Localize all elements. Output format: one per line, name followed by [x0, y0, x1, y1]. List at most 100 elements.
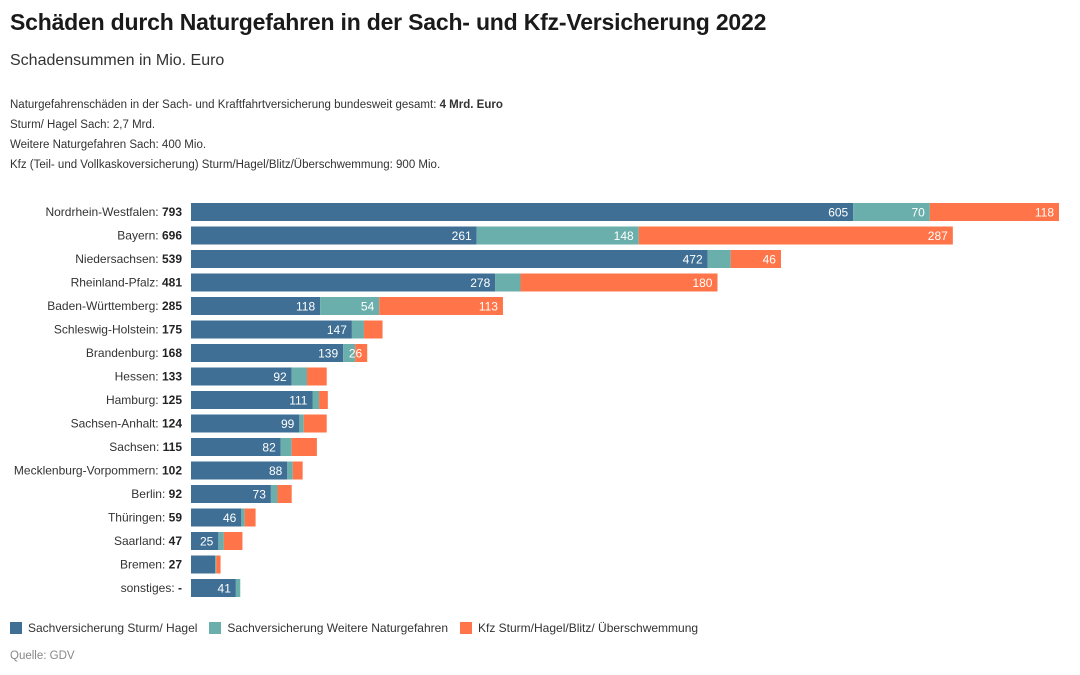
bar-segment — [495, 273, 521, 292]
row-label: Bremen: 27 — [120, 558, 182, 572]
data-label: 111 — [289, 394, 308, 408]
bar-segment — [730, 250, 781, 268]
row-label: Bayern: 696 — [117, 229, 182, 243]
data-label: 139 — [318, 347, 338, 361]
note-total-text: Naturgefahrenschäden in der Sach- und Kr… — [10, 99, 440, 111]
bar-segment — [270, 485, 278, 503]
bar-segment — [191, 414, 300, 433]
data-label: 148 — [614, 229, 634, 243]
bar-segment — [929, 203, 1059, 221]
bar-segment — [191, 508, 242, 527]
legend-item-weitere: Sachversicherung Weitere Naturgefahren — [209, 621, 448, 635]
data-label: 605 — [828, 206, 848, 220]
row-label: Sachsen: 115 — [109, 440, 182, 454]
legend-swatch — [460, 622, 472, 634]
bar-segment — [476, 226, 639, 245]
bar-segment — [299, 414, 304, 433]
note-total: Naturgefahrenschäden in der Sach- und Kr… — [10, 95, 503, 115]
bar-segment — [363, 320, 383, 339]
bar-segment — [191, 461, 288, 480]
bar-segment — [312, 391, 320, 409]
data-label: 92 — [273, 370, 287, 384]
bar-segment — [319, 391, 328, 409]
row-label: Nordrhein-Westfalen: 793 — [45, 205, 182, 219]
bar-segment — [277, 485, 292, 503]
bar-segment — [379, 297, 503, 315]
bar-segment — [291, 367, 308, 386]
legend-swatch — [10, 622, 22, 634]
data-label: 287 — [928, 229, 948, 243]
legend-item-kfz: Kfz Sturm/Hagel/Blitz/ Überschwemmung — [460, 621, 698, 635]
data-label: 118 — [296, 300, 315, 314]
note-kfz: Kfz (Teil- und Vollkaskoversicherung) St… — [10, 159, 441, 171]
note-weitere: Weitere Naturgefahren Sach: 400 Mio. — [10, 139, 207, 151]
bar-segment — [191, 579, 236, 597]
bar-segment — [291, 438, 317, 456]
bar-segment — [191, 391, 313, 409]
bar-segment — [191, 320, 352, 339]
note-sturm: Sturm/ Hagel Sach: 2,7 Mrd. — [10, 119, 156, 131]
bar-segment — [191, 367, 292, 386]
data-label: 73 — [253, 488, 267, 502]
bar-segment — [191, 273, 496, 292]
bar-segment — [303, 414, 327, 433]
row-label: Berlin: 92 — [131, 487, 182, 501]
bar-chart: Nordrhein-Westfalen: 793 605 70 118 Bayern: … — [14, 203, 1059, 597]
row-label: Thüringen: 59 — [108, 511, 182, 525]
chart-title: Schäden durch Naturgefahren in der Sach-… — [10, 9, 767, 35]
legend: Sachversicherung Sturm/ Hagel Sachversic… — [10, 621, 698, 635]
row-label: sonstiges: - — [121, 581, 182, 595]
data-label: 70 — [911, 206, 925, 220]
data-label: 147 — [327, 323, 347, 337]
bar-segment — [320, 297, 380, 315]
notes: Naturgefahrenschäden in der Sach- und Kr… — [10, 95, 503, 175]
data-label: 99 — [281, 417, 295, 431]
row-label: Hamburg: 125 — [106, 393, 182, 407]
data-label: 180 — [692, 276, 712, 290]
bar-segment — [244, 508, 256, 527]
source: Quelle: GDV — [10, 650, 75, 662]
legend-swatch — [209, 622, 222, 634]
bar-segment — [216, 555, 221, 574]
legend-label: Sachversicherung Sturm/ Hagel — [28, 621, 198, 635]
bar-segment — [853, 203, 930, 221]
row-label: Baden-Württemberg: 285 — [47, 299, 182, 313]
bar-segment — [191, 344, 344, 362]
bar-segment — [355, 344, 368, 362]
row-label: Sachsen-Anhalt: 124 — [71, 417, 183, 431]
row-label: Schleswig-Holstein: 175 — [54, 323, 182, 337]
row-label: Rheinland-Pfalz: 481 — [71, 276, 183, 290]
row-label: Brandenburg: 168 — [86, 346, 182, 360]
legend-item-sturm: Sachversicherung Sturm/ Hagel — [10, 621, 197, 635]
data-label: 88 — [269, 464, 283, 478]
data-label: 261 — [452, 229, 472, 243]
note-total-value: 4 Mrd. Euro — [439, 99, 503, 111]
row-label: Niedersachsen: 539 — [75, 252, 182, 266]
bar-segment — [191, 532, 219, 550]
legend-label: Sachversicherung Weitere Naturgefahren — [227, 621, 448, 635]
bar-segment — [707, 250, 731, 268]
legend-label: Kfz Sturm/Hagel/Blitz/ Überschwemmung — [478, 621, 699, 635]
chart-subtitle: Schadensummen in Mio. Euro — [10, 52, 225, 69]
bar-segment — [343, 344, 356, 362]
bar-segment — [307, 367, 327, 386]
data-label: 46 — [763, 253, 777, 267]
bar-segment — [191, 203, 854, 221]
bar-segment — [235, 579, 241, 597]
bar-segment — [223, 532, 243, 550]
bar-segment — [280, 438, 292, 456]
bar-segment — [638, 226, 953, 245]
bar-segment — [191, 438, 281, 456]
bar-segment — [287, 461, 293, 480]
bar-segment — [218, 532, 224, 550]
data-label: 54 — [361, 300, 375, 314]
bar-segment — [241, 508, 245, 527]
data-label: 472 — [683, 253, 703, 267]
row-label: Hessen: 133 — [115, 370, 183, 384]
data-label: 113 — [479, 300, 498, 314]
data-label: 82 — [262, 441, 276, 455]
bar-segment — [191, 555, 216, 574]
data-label: 118 — [1035, 206, 1054, 220]
bar-segment — [191, 250, 708, 268]
